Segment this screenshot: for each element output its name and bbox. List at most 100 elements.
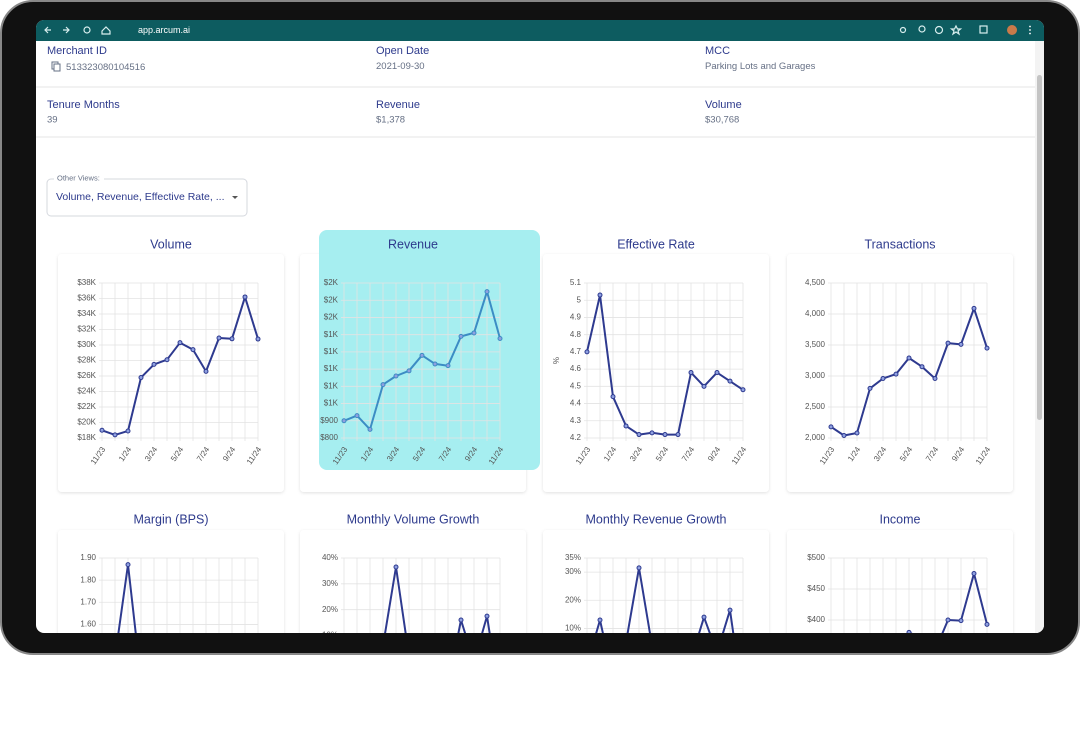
data-point	[204, 678, 208, 682]
data-point	[100, 667, 104, 671]
chart: Income$250$300$350$400$450$50011/231/243…	[787, 512, 1013, 740]
y-tick-label: 4.5	[570, 381, 582, 390]
data-point	[243, 693, 247, 697]
x-tick-label: 11/24	[974, 720, 993, 740]
y-tick-label: 4.3	[570, 416, 582, 425]
chart: Margin (BPS)1.201.301.401.501.601.701.80…	[58, 512, 284, 740]
chart-card	[58, 530, 284, 633]
x-tick-label: 9/24	[706, 720, 723, 738]
data-point	[727, 378, 733, 384]
y-tick-label: $1K	[324, 330, 339, 339]
x-tick-label: 7/24	[437, 720, 454, 738]
y-tick-label: 1.20	[80, 708, 96, 717]
data-point	[841, 433, 847, 439]
data-point	[341, 418, 347, 424]
y-tick-label: $36K	[77, 294, 96, 303]
y-tick-label: -10%	[562, 680, 581, 689]
y-tick-label: $1K	[324, 399, 339, 408]
data-point	[829, 680, 833, 684]
data-point	[125, 562, 131, 568]
data-point	[741, 700, 745, 704]
y-tick-label: 30%	[565, 567, 581, 576]
x-tick-label: 11/23	[574, 720, 593, 740]
field-label: Volume	[705, 99, 742, 111]
y-tick-label: $1K	[324, 381, 339, 390]
y-tick-label: $2K	[324, 295, 339, 304]
data-point	[906, 355, 912, 361]
y-tick-label: $2K	[324, 278, 339, 287]
data-point	[217, 684, 221, 688]
data-point	[178, 684, 182, 688]
dropdown-label-bg	[54, 173, 104, 183]
chart-card	[300, 530, 526, 633]
y-tick-label: 4.4	[570, 399, 582, 408]
data-point	[498, 698, 502, 702]
data-point	[229, 336, 235, 342]
data-point	[255, 336, 261, 342]
field-value: $30,768	[705, 115, 739, 126]
x-tick-label: 11/24	[730, 720, 749, 740]
scrollbar-thumb[interactable]	[1037, 75, 1042, 420]
y-tick-label: 4.2	[570, 433, 582, 442]
y-tick-label: 0%	[326, 656, 338, 665]
dropdown-caret	[232, 196, 238, 199]
data-point	[855, 680, 859, 684]
x-tick-label: 11/24	[487, 720, 506, 740]
data-point	[714, 370, 720, 376]
menu-dot[interactable]	[1029, 25, 1031, 28]
field-label: MCC	[705, 45, 730, 57]
dropdown-value[interactable]: Volume, Revenue, Effective Rate, ...	[56, 191, 224, 203]
data-point	[242, 294, 248, 300]
data-point	[380, 382, 386, 388]
x-tick-label: 3/24	[385, 720, 402, 738]
data-point	[623, 423, 629, 429]
data-point	[484, 613, 490, 619]
x-tick-label: 3/24	[872, 720, 889, 738]
field-label: Open Date	[376, 45, 429, 57]
data-point	[662, 432, 668, 438]
data-point	[497, 335, 503, 341]
y-tick-label: 35%	[565, 553, 581, 562]
profile-avatar[interactable]	[1007, 25, 1017, 35]
views-dropdown[interactable]	[46, 178, 248, 217]
data-point	[152, 689, 156, 693]
y-tick-label: 4,500	[805, 278, 826, 287]
browser-bar	[36, 20, 1044, 41]
menu-dot[interactable]	[1029, 32, 1031, 35]
data-point	[597, 617, 603, 623]
chart-card	[543, 254, 769, 492]
data-point	[610, 394, 616, 400]
chart-title: Effective Rate	[617, 237, 695, 251]
chart-card	[787, 530, 1013, 633]
field-label: Revenue	[376, 99, 420, 111]
data-point	[446, 684, 450, 688]
y-tick-label: 1.80	[80, 575, 96, 584]
menu-dot[interactable]	[1029, 29, 1031, 31]
data-point	[689, 657, 693, 661]
y-tick-label: $38K	[77, 278, 96, 287]
data-point	[367, 426, 373, 432]
data-point	[177, 340, 183, 346]
data-point	[868, 655, 872, 659]
x-tick-label: 5/24	[169, 720, 186, 738]
y-tick-label: 40%	[322, 553, 338, 562]
data-point	[112, 432, 118, 438]
chart: Monthly Revenue Growth-20%-10%0%10%20%30…	[543, 512, 769, 740]
y-tick-label: $26K	[77, 371, 96, 380]
y-tick-label: $1K	[324, 364, 339, 373]
y-tick-label: $1K	[324, 347, 339, 356]
y-tick-label: $22K	[77, 402, 96, 411]
data-point	[99, 427, 105, 433]
data-point	[165, 689, 169, 693]
y-tick-label: 5.1	[570, 278, 582, 287]
data-point	[649, 430, 655, 436]
chart: Effective Rate% 4.2 4.3 4.4 4.5 4.6 4.7 4.8 4.9 5…	[543, 237, 769, 492]
url[interactable]: app.arcum.ai	[138, 25, 190, 35]
field-label: Merchant ID	[47, 45, 107, 57]
copy-icon[interactable]	[53, 63, 61, 72]
data-point	[458, 617, 464, 623]
chart-title: Monthly Revenue Growth	[585, 512, 726, 526]
x-tick-label: 11/24	[245, 720, 264, 740]
selected-highlight	[319, 230, 540, 470]
